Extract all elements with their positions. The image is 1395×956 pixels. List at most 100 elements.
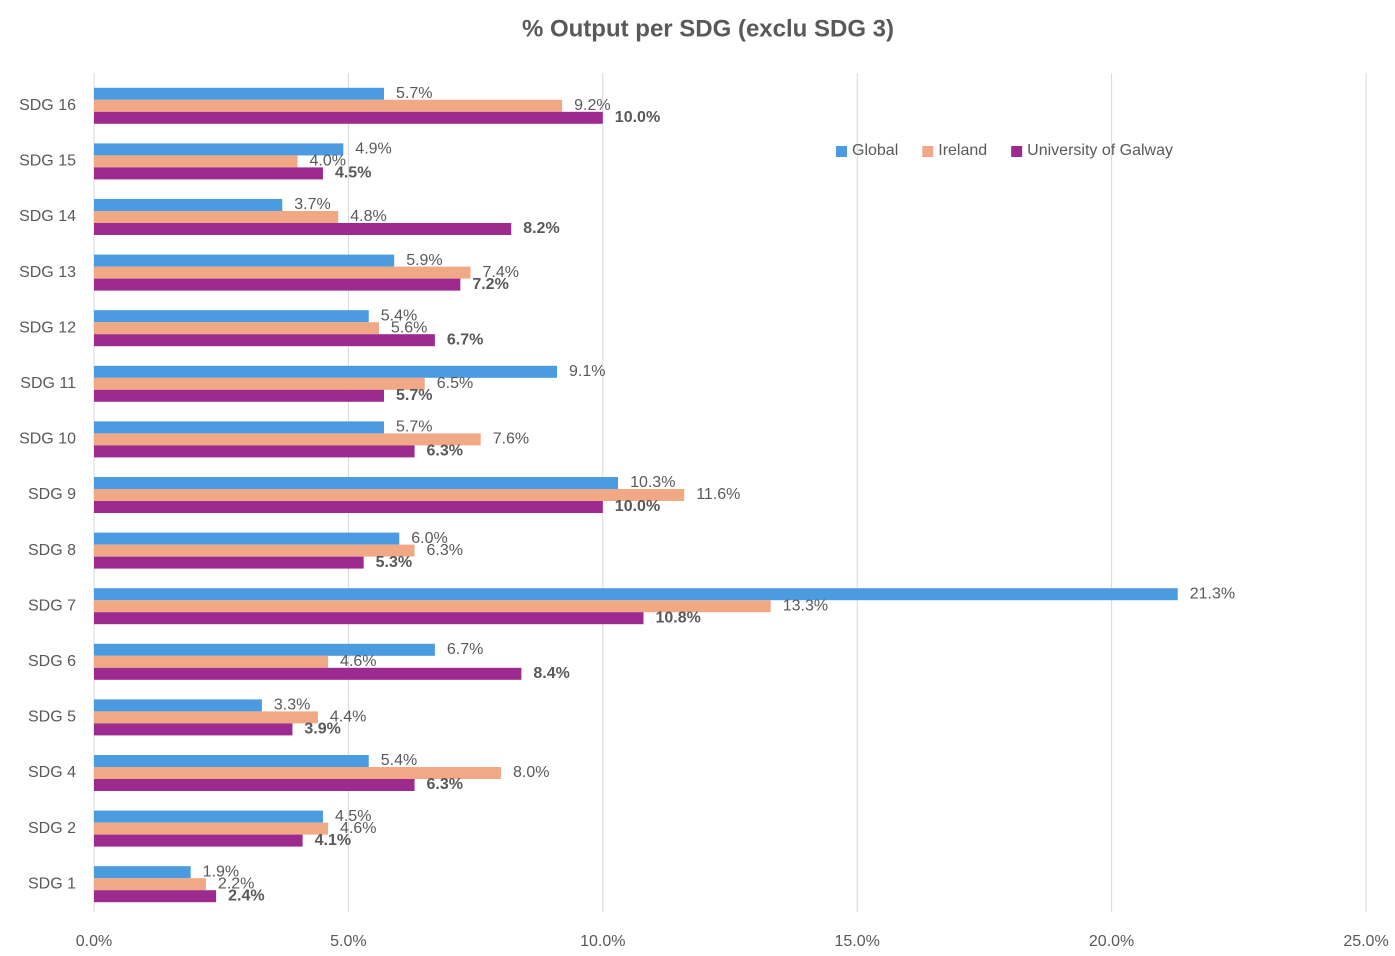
bar bbox=[94, 755, 369, 767]
bar bbox=[94, 866, 191, 879]
data-label: 2.2% bbox=[218, 875, 254, 892]
data-label: 10.0% bbox=[615, 498, 660, 515]
bar bbox=[94, 779, 415, 791]
x-tick-label: 15.0% bbox=[835, 933, 880, 950]
bar bbox=[94, 711, 318, 724]
bar bbox=[94, 878, 206, 891]
bar bbox=[94, 143, 344, 156]
bar bbox=[94, 489, 685, 501]
bar bbox=[94, 421, 385, 434]
data-label: 6.0% bbox=[411, 530, 447, 547]
bar bbox=[94, 767, 502, 779]
bar bbox=[94, 365, 558, 378]
bar bbox=[94, 334, 435, 347]
bar bbox=[94, 501, 603, 513]
bar bbox=[94, 723, 293, 736]
data-label: 2.4% bbox=[228, 887, 264, 904]
data-label: 5.9% bbox=[406, 252, 442, 269]
data-label: 10.8% bbox=[656, 609, 701, 626]
data-label: 7.2% bbox=[472, 276, 508, 293]
bar bbox=[94, 532, 400, 545]
y-tick-label: SDG 8 bbox=[28, 542, 76, 559]
data-label: 4.6% bbox=[340, 653, 376, 670]
bar bbox=[94, 667, 522, 680]
bar bbox=[94, 167, 323, 180]
chart-title: % Output per SDG (exclu SDG 3) bbox=[522, 15, 894, 42]
bar bbox=[94, 223, 512, 235]
data-label: 7.6% bbox=[493, 431, 529, 448]
y-tick-label: SDG 16 bbox=[19, 97, 76, 114]
data-label: 3.7% bbox=[294, 196, 330, 213]
bar bbox=[94, 111, 603, 124]
bar bbox=[94, 322, 379, 335]
bar bbox=[94, 433, 481, 446]
data-label: 5.6% bbox=[391, 319, 427, 336]
y-tick-label: SDG 11 bbox=[20, 375, 76, 392]
data-label: 11.6% bbox=[696, 486, 740, 503]
bar bbox=[94, 389, 385, 402]
bar bbox=[94, 377, 425, 390]
bar bbox=[94, 199, 283, 211]
data-label: 5.3% bbox=[376, 554, 412, 571]
data-label: 9.1% bbox=[569, 363, 605, 380]
data-label: 3.3% bbox=[274, 697, 310, 714]
data-label: 8.0% bbox=[513, 764, 549, 781]
y-tick-label: SDG 7 bbox=[28, 597, 76, 614]
bar bbox=[94, 588, 1178, 601]
legend-label: University of Galway bbox=[1027, 142, 1173, 159]
data-label: 21.3% bbox=[1190, 585, 1235, 602]
bar bbox=[94, 477, 619, 489]
data-label: 5.4% bbox=[381, 752, 417, 769]
x-tick-label: 5.0% bbox=[330, 933, 366, 950]
data-label: 5.4% bbox=[381, 307, 417, 324]
bar bbox=[94, 643, 435, 656]
data-label: 6.7% bbox=[447, 331, 483, 348]
x-tick-label: 25.0% bbox=[1343, 933, 1388, 950]
data-label: 5.7% bbox=[396, 387, 432, 404]
data-label: 5.7% bbox=[396, 85, 432, 102]
data-label: 6.3% bbox=[427, 542, 463, 559]
legend-label: Ireland bbox=[938, 142, 987, 159]
y-tick-label: SDG 10 bbox=[19, 431, 76, 448]
data-label: 6.3% bbox=[427, 443, 463, 460]
bar bbox=[94, 211, 339, 223]
bar bbox=[94, 445, 415, 458]
x-tick-label: 10.0% bbox=[580, 933, 625, 950]
bar bbox=[94, 155, 298, 168]
bar bbox=[94, 99, 563, 112]
y-tick-label: SDG 14 bbox=[19, 208, 76, 225]
legend-swatch bbox=[1011, 146, 1023, 157]
bar bbox=[94, 278, 461, 291]
x-tick-label: 20.0% bbox=[1089, 933, 1134, 950]
y-tick-label: SDG 12 bbox=[19, 319, 76, 336]
data-label: 6.3% bbox=[427, 776, 463, 793]
bar bbox=[94, 834, 303, 847]
data-label: 4.6% bbox=[340, 820, 376, 837]
data-label: 1.9% bbox=[203, 863, 239, 880]
bar bbox=[94, 266, 471, 279]
y-tick-label: SDG 5 bbox=[28, 709, 76, 726]
legend-swatch bbox=[922, 146, 934, 157]
bar bbox=[94, 612, 644, 625]
bar bbox=[94, 87, 385, 100]
y-tick-label: SDG 13 bbox=[19, 264, 76, 281]
y-tick-label: SDG 15 bbox=[19, 153, 76, 170]
data-label: 4.1% bbox=[315, 832, 351, 849]
data-label: 4.0% bbox=[310, 153, 346, 170]
data-label: 3.9% bbox=[304, 721, 340, 738]
data-label: 4.9% bbox=[355, 141, 391, 158]
data-label: 6.5% bbox=[437, 375, 473, 392]
bar bbox=[94, 556, 364, 569]
bar bbox=[94, 822, 329, 835]
bar bbox=[94, 810, 323, 823]
data-label: 4.5% bbox=[335, 165, 371, 182]
data-label: 4.4% bbox=[330, 709, 366, 726]
legend-label: Global bbox=[852, 142, 898, 159]
y-tick-label: SDG 1 bbox=[28, 875, 76, 892]
bar bbox=[94, 600, 771, 613]
data-label: 10.3% bbox=[630, 474, 675, 491]
legend-swatch bbox=[836, 146, 847, 157]
bar bbox=[94, 310, 369, 323]
bar bbox=[94, 890, 217, 903]
y-tick-label: SDG 2 bbox=[28, 820, 76, 837]
